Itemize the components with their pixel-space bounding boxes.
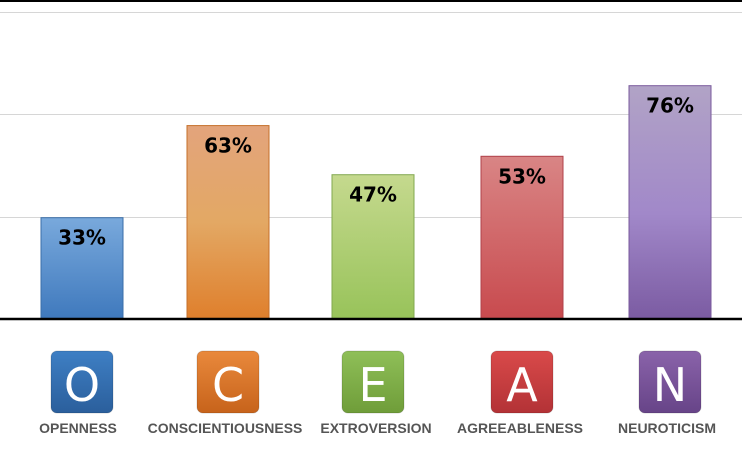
bar-agreeableness <box>480 155 564 320</box>
category-label-neuroticism: NEUROTICISM <box>618 420 716 436</box>
letter-o-icon: O <box>50 350 114 414</box>
bar-neuroticism <box>628 85 712 320</box>
tile-letter: O <box>64 358 100 412</box>
letter-a-icon: A <box>490 350 554 414</box>
value-label-neuroticism: 76% <box>646 94 694 118</box>
bar-extroversion <box>331 174 415 320</box>
tile-letter: C <box>212 358 244 412</box>
category-label-openness: OPENNESS <box>39 420 117 436</box>
category-labels: OPENNESS CONSCIENTIOUSNESS EXTROVERSION AGR… <box>39 420 716 436</box>
tile-letter: A <box>506 358 538 412</box>
value-labels: 33% 63% 47% 53% 76% <box>58 94 694 250</box>
letter-e-icon: E <box>341 350 405 414</box>
bar-openness <box>40 217 124 320</box>
category-label-agreeableness: AGREEABLENESS <box>457 420 583 436</box>
tile-letter: N <box>653 358 687 412</box>
value-label-openness: 33% <box>58 226 106 250</box>
value-label-extroversion: 47% <box>349 183 397 207</box>
letter-n-icon: N <box>638 350 702 414</box>
value-label-agreeableness: 53% <box>498 164 546 188</box>
letter-c-icon: C <box>196 350 260 414</box>
category-label-conscientiousness: CONSCIENTIOUSNESS <box>148 420 303 436</box>
category-label-extroversion: EXTROVERSION <box>320 420 431 436</box>
tile-letter: E <box>358 358 387 412</box>
value-label-conscientiousness: 63% <box>204 134 252 158</box>
